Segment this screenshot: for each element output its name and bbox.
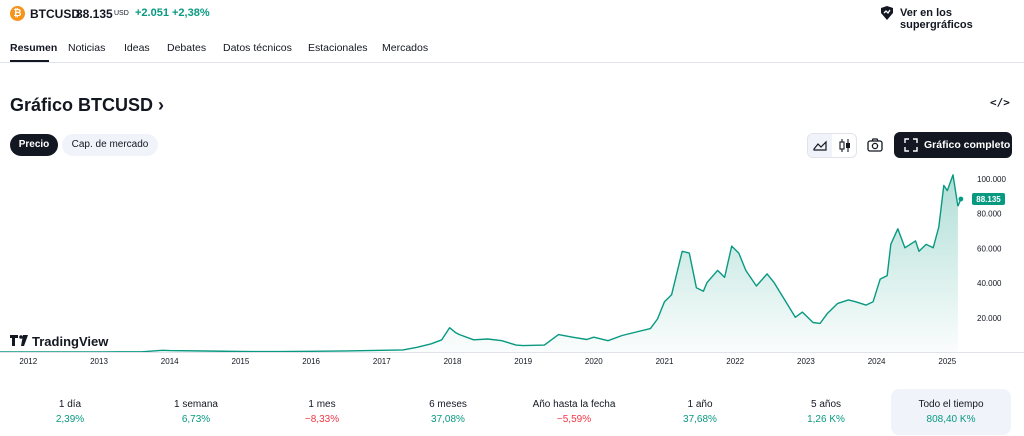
x-tick-label: 2016 [302,357,320,366]
camera-icon[interactable] [864,134,886,156]
active-tab-indicator [10,60,49,62]
x-tick-label: 2014 [161,357,179,366]
period-value: −5,59% [556,414,592,425]
supercharts-link[interactable]: Ver en los supergráficos [900,7,973,31]
period-value: 37,08% [431,414,465,425]
tab-estacionales[interactable]: Estacionales [308,42,368,54]
last-price-badge [972,193,1005,205]
x-tick-label: 2015 [232,357,250,366]
x-tick-label: 2013 [90,357,108,366]
period-ytd[interactable]: Año hasta la fecha −5,59% [514,389,634,435]
candle-chart-icon[interactable] [833,134,857,157]
x-tick-label: 2021 [656,357,674,366]
chart-style-switcher [807,133,857,158]
x-tick-label: 2022 [726,357,744,366]
period-6-months[interactable]: 6 meses 37,08% [388,389,508,435]
x-tick-label: 2018 [444,357,462,366]
tab-noticias[interactable]: Noticias [68,42,106,54]
last-price-label: 88.135 [976,195,1001,204]
period-value: 808,40 K% [926,414,976,425]
tab-ideas[interactable]: Ideas [124,42,150,54]
x-tick-label: 2019 [514,357,532,366]
period-value: 1,26 K% [807,414,845,425]
period-label: Año hasta la fecha [532,399,616,410]
x-tick-label: 2025 [938,357,956,366]
x-tick-label: 2024 [868,357,886,366]
price-change-percent: +2,38% [172,7,210,19]
x-tick-label: 2017 [373,357,391,366]
price-area-fill [0,174,958,352]
period-value: 2,39% [55,414,85,425]
market-cap-toggle-button[interactable]: Cap. de mercado [62,134,158,156]
tab-mercados[interactable]: Mercados [382,42,429,54]
tradingview-logo: TradingView [10,334,109,349]
y-tick-label: 20.000 [977,314,1002,323]
period-value: −8,33% [304,414,340,425]
code-icon[interactable]: </> [990,96,1010,109]
bitcoin-icon: ₿ [10,6,25,21]
full-chart-button[interactable]: Gráfico completo [894,132,1012,158]
y-tick-label: 80.000 [977,210,1002,219]
period-1-day[interactable]: 1 día 2,39% [10,389,130,435]
full-chart-label: Gráfico completo [924,139,1011,151]
price-toggle-button[interactable]: Precio [10,134,58,156]
period-label: 1 año [687,399,713,410]
period-label: 6 meses [429,399,467,410]
period-label: 1 día [58,399,82,410]
period-label: 5 años [810,399,842,410]
tab-debates[interactable]: Debates [167,42,207,54]
period-label: 1 mes [308,399,336,410]
period-1-week[interactable]: 1 semana 6,73% [136,389,256,435]
page-title-text: Gráfico BTCUSD [10,95,154,115]
x-tick-label: 2023 [797,357,815,366]
tradingview-wordmark: TradingView [32,334,109,349]
area-chart-icon[interactable] [808,134,832,157]
price-chart[interactable]: 20.000 40.000 60.000 80.000 100.000 2012 2013… [0,168,1024,374]
price-value: 88.135 [76,7,113,21]
period-1-year[interactable]: 1 año 37,68% [640,389,760,435]
y-tick-label: 40.000 [977,279,1002,288]
currency-label: USD [114,10,129,17]
y-tick-label: 60.000 [977,244,1002,253]
period-all-time[interactable]: Todo el tiempo 808,40 K% [891,389,1011,435]
supercharts-icon[interactable] [879,5,895,21]
period-value: 6,73% [181,414,211,425]
top-bar: ₿ BTCUSD 88.135 USD +2.051 +2,38% Ver en… [0,0,1024,31]
chevron-right-icon: › [158,95,165,115]
period-label: 1 semana [174,399,218,410]
symbol-label: BTCUSD [30,7,80,21]
tab-resumen[interactable]: Resumen [10,42,58,54]
period-value: 37,68% [683,414,717,425]
x-tick-label: 2012 [19,357,37,366]
x-tick-label: 2020 [585,357,603,366]
y-tick-label: 100.000 [977,175,1006,184]
period-label: Todo el tiempo [918,399,984,410]
fullscreen-icon [904,138,918,152]
price-change: +2.051 [135,7,169,19]
performance-periods: 1 día 2,39% 1 semana 6,73% 1 mes −8,33% … [0,389,1024,435]
period-5-years[interactable]: 5 años 1,26 K% [766,389,886,435]
last-price-dot [958,196,964,202]
tab-datos-tecnicos[interactable]: Datos técnicos [223,42,292,54]
section-tabs: Resumen Noticias Ideas Debates Datos téc… [0,32,1024,63]
price-line [0,174,959,353]
page-title[interactable]: Gráfico BTCUSD › [10,95,164,116]
period-1-month[interactable]: 1 mes −8,33% [262,389,382,435]
